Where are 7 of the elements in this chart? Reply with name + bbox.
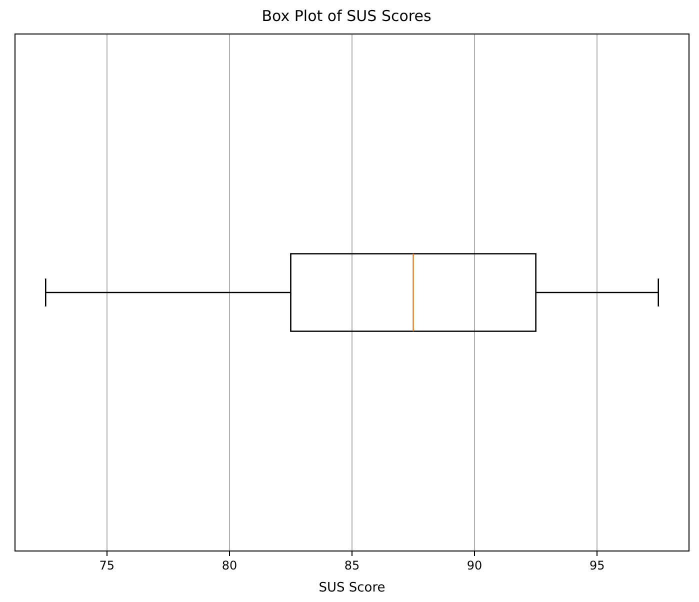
x-tick-label: 85 [344,558,360,572]
chart-title: Box Plot of SUS Scores [262,6,432,25]
x-axis-title: SUS Score [318,580,386,596]
x-tick-label: 75 [99,558,115,572]
x-tick-label: 80 [222,558,238,572]
x-tick-label: 95 [589,558,605,572]
x-tick-label: 90 [466,558,482,572]
